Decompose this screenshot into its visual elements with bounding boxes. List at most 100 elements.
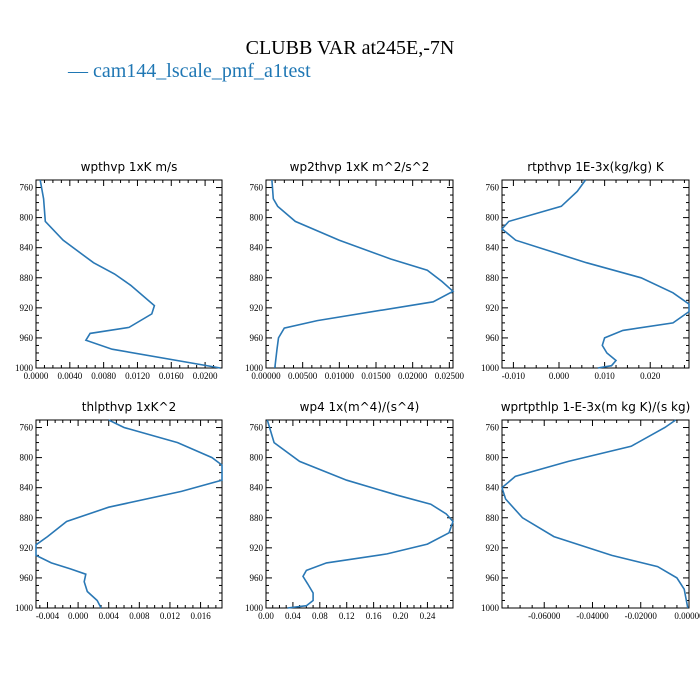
y-tick-label: 840: [486, 243, 500, 253]
y-tick-label: 800: [250, 213, 264, 223]
chart-panel-6: wprtpthlp 1-E-3x(m kg K)/(s kg)760 800 840…: [481, 400, 700, 621]
y-tick-label: 760: [486, 183, 500, 193]
y-tick-label: 800: [20, 453, 34, 463]
y-tick-label: 840: [250, 483, 264, 493]
panel-title: rtpthvp 1E-3x(kg/kg) K: [527, 160, 665, 174]
y-tick-label: 920: [486, 543, 500, 553]
y-tick-label: 1000: [481, 363, 500, 373]
y-tick-label: 840: [250, 243, 264, 253]
x-tick-label: 0.01000: [325, 371, 355, 381]
x-tick-label: 0.24: [420, 611, 436, 621]
plot-frame: [501, 179, 690, 369]
x-tick-label: 0.04: [285, 611, 301, 621]
x-tick-label: 0.12: [339, 611, 355, 621]
y-tick-label: 920: [250, 543, 264, 553]
x-tick-label: 0.08: [312, 611, 328, 621]
y-tick-label: 920: [486, 303, 500, 313]
y-tick-label: 800: [486, 453, 500, 463]
chart-panel-5: wp4 1x(m^4)/(s^4)76080084088092096010000…: [245, 400, 454, 621]
y-tick-label: 960: [20, 333, 34, 343]
plot-frame: [501, 419, 690, 609]
x-tick-label: 0.0160: [159, 371, 184, 381]
x-tick-label: 0.012: [160, 611, 180, 621]
x-tick-label: -0.04000: [576, 611, 609, 621]
y-tick-label: 880: [486, 513, 500, 523]
x-tick-label: 0.000: [68, 611, 89, 621]
y-tick-label: 840: [20, 243, 34, 253]
series-line: [500, 179, 690, 369]
y-tick-label: 840: [486, 483, 500, 493]
x-tick-label: -0.004: [36, 611, 60, 621]
chart-panel-4: thlpthvp 1xK^2 760 800 840 880 920 960 1000-0.0…: [15, 400, 223, 621]
y-tick-label: 960: [486, 573, 500, 583]
x-tick-label: 0.02500: [435, 371, 465, 381]
x-tick-label: 0.004: [99, 611, 120, 621]
series-line: [501, 419, 689, 609]
chart-panel-1: wpthvp 1xK m/s76080084088092096010000.00…: [15, 160, 223, 381]
plot-frame: [265, 179, 454, 369]
y-tick-label: 880: [20, 273, 34, 283]
x-tick-label: 0.016: [190, 611, 211, 621]
x-tick-label: 0.00500: [288, 371, 318, 381]
y-tick-label: 960: [250, 333, 264, 343]
plot-frame: [35, 419, 223, 609]
x-tick-label: 0.20: [393, 611, 409, 621]
y-tick-label: 960: [250, 573, 264, 583]
panel-title: wp2thvp 1xK m^2/s^2: [290, 160, 430, 174]
x-tick-label: -0.02000: [625, 611, 658, 621]
x-tick-label: 0.010: [594, 371, 615, 381]
x-tick-label: 0.0040: [57, 371, 82, 381]
x-tick-label: -0.06000: [528, 611, 561, 621]
x-tick-label: 0.0120: [125, 371, 150, 381]
x-tick-label: 0.01500: [361, 371, 391, 381]
chart-panel-2: wp2thvp 1xK m^2/s^2 760 800 840 880 920 960 100…: [245, 160, 464, 381]
x-tick-label: 0.02000: [398, 371, 428, 381]
y-tick-label: 800: [486, 213, 500, 223]
plot-frame: [35, 179, 223, 369]
legend-entry: — cam144_lscale_pmf_a1test: [67, 60, 311, 82]
panels: wpthvp 1xK m/s76080084088092096010000.00…: [15, 160, 700, 621]
y-tick-label: 960: [486, 333, 500, 343]
y-tick-label: 920: [20, 543, 34, 553]
series-line: [35, 419, 223, 609]
y-tick-label: 760: [250, 183, 264, 193]
y-tick-label: 1000: [245, 603, 264, 613]
y-tick-label: 760: [20, 423, 34, 433]
series-line: [266, 419, 454, 609]
y-tick-label: 840: [20, 483, 34, 493]
y-tick-label: 880: [486, 273, 500, 283]
x-tick-label: 0.0080: [91, 371, 116, 381]
x-tick-label: 0.020: [640, 371, 661, 381]
y-tick-label: 800: [20, 213, 34, 223]
y-tick-label: 920: [20, 303, 34, 313]
x-tick-label: 0.00000: [674, 611, 700, 621]
y-tick-label: 920: [250, 303, 264, 313]
x-tick-label: -0.010: [502, 371, 526, 381]
y-tick-label: 880: [250, 513, 264, 523]
y-tick-label: 1000: [481, 603, 500, 613]
x-tick-label: 0.008: [129, 611, 150, 621]
y-tick-label: 1000: [15, 363, 34, 373]
y-tick-label: 1000: [15, 603, 34, 613]
y-tick-label: 1000: [245, 363, 264, 373]
panel-title: wprtpthlp 1-E-3x(m kg K)/(s kg): [501, 400, 691, 414]
series-line: [39, 179, 221, 369]
chart-panel-3: rtpthvp 1E-3x(kg/kg) K 760 800 840 880 920 960…: [481, 160, 690, 381]
x-tick-label: 0.0000: [24, 371, 49, 381]
plot-frame: [265, 419, 454, 609]
panel-title: wpthvp 1xK m/s: [81, 160, 178, 174]
series-line: [271, 179, 455, 369]
panel-title: thlpthvp 1xK^2: [82, 400, 176, 414]
x-tick-label: 0.000: [549, 371, 570, 381]
y-tick-label: 880: [20, 513, 34, 523]
y-tick-label: 880: [250, 273, 264, 283]
y-tick-label: 760: [250, 423, 264, 433]
y-tick-label: 800: [250, 453, 264, 463]
y-tick-label: 760: [486, 423, 500, 433]
figure-title: CLUBB VAR at245E,-7N: [246, 37, 455, 59]
y-tick-label: 760: [20, 183, 34, 193]
x-tick-label: 0.16: [366, 611, 382, 621]
x-tick-label: 0.00000: [251, 371, 281, 381]
x-tick-label: 0.00: [258, 611, 274, 621]
